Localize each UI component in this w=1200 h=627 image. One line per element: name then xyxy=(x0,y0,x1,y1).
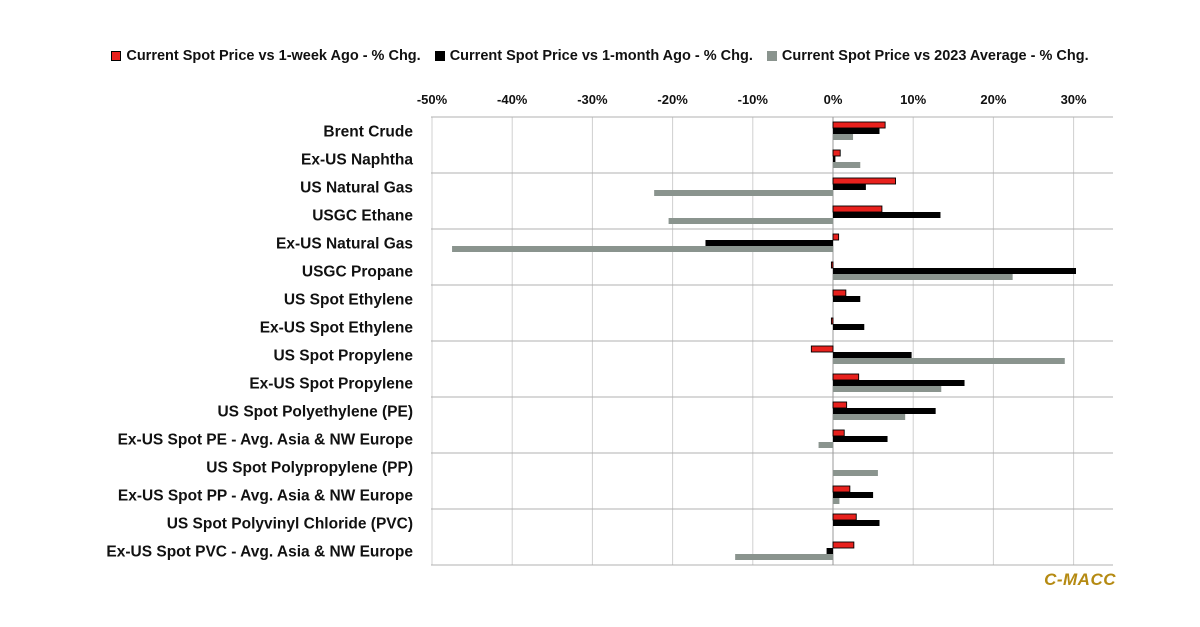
legend-label-month: Current Spot Price vs 1-month Ago - % Ch… xyxy=(449,48,753,64)
bar-month xyxy=(833,268,1077,274)
category-label: US Spot Polyvinyl Chloride (PVC) xyxy=(167,516,413,533)
bar-month xyxy=(833,156,836,162)
bar-avg xyxy=(833,358,1065,364)
bar-avg xyxy=(668,218,833,224)
watermark: C-MACC xyxy=(1044,570,1116,589)
x-tick-label: 20% xyxy=(980,92,1006,107)
category-label: Ex-US Naphtha xyxy=(301,152,413,169)
bar-week xyxy=(832,429,845,437)
x-tick-label: -50% xyxy=(417,92,448,107)
bar-avg xyxy=(833,274,1013,280)
legend-swatch-week xyxy=(111,51,122,61)
bar-avg xyxy=(833,386,942,392)
bar-week xyxy=(832,401,848,409)
bar-month xyxy=(826,548,833,554)
bar-month xyxy=(833,184,866,190)
legend-item-avg: Current Spot Price vs 2023 Average - % C… xyxy=(766,48,1089,64)
bar-week xyxy=(832,541,855,549)
bar-month xyxy=(833,436,888,442)
bar-avg xyxy=(735,554,833,560)
bar-month xyxy=(833,212,941,218)
category-label: US Natural Gas xyxy=(300,180,413,197)
category-label: US Spot Polyethylene (PE) xyxy=(217,404,413,421)
category-label: USGC Propane xyxy=(302,264,413,281)
category-label: Brent Crude xyxy=(323,124,413,141)
bar-week xyxy=(832,513,857,521)
category-label: US Spot Polypropylene (PP) xyxy=(206,460,413,477)
legend: Current Spot Price vs 1-week Ago - % Chg… xyxy=(0,48,1200,64)
tick-layer: -50% -40% -30% -20% -10% 0% 10% 20% 30% xyxy=(417,92,1087,107)
bar-week xyxy=(832,485,851,493)
bar-week xyxy=(832,373,860,381)
bar-month xyxy=(833,324,865,330)
category-label: Ex-US Spot PVC - Avg. Asia & NW Europe xyxy=(106,544,413,561)
bar-month xyxy=(833,380,965,386)
bar-month xyxy=(833,352,912,358)
bar-layer xyxy=(452,121,1077,560)
bar-avg xyxy=(833,498,840,504)
category-label: US Spot Propylene xyxy=(273,348,413,365)
x-tick-label: 30% xyxy=(1061,92,1087,107)
bar-avg xyxy=(833,470,878,476)
category-label: Ex-US Spot PP - Avg. Asia & NW Europe xyxy=(118,488,413,505)
bar-month xyxy=(833,296,861,302)
x-tick-label: -20% xyxy=(657,92,688,107)
x-tick-label: -40% xyxy=(497,92,528,107)
bar-week xyxy=(832,205,883,213)
bar-week xyxy=(832,149,841,157)
bar-month xyxy=(833,408,936,414)
x-tick-label: -10% xyxy=(738,92,769,107)
legend-swatch-month xyxy=(434,51,445,61)
legend-item-month: Current Spot Price vs 1-month Ago - % Ch… xyxy=(434,48,753,64)
bar-month xyxy=(833,492,874,498)
x-tick-label: 0% xyxy=(824,92,843,107)
category-label: USGC Ethane xyxy=(312,208,413,225)
legend-swatch-avg xyxy=(766,51,777,61)
bar-week xyxy=(810,345,834,353)
category-layer: Brent Crude Ex-US Naphtha US Natural Gas US… xyxy=(106,124,413,561)
bar-avg xyxy=(833,134,854,140)
x-tick-label: -30% xyxy=(577,92,608,107)
legend-label-week: Current Spot Price vs 1-week Ago - % Chg… xyxy=(126,48,421,64)
bar-avg xyxy=(452,246,833,252)
category-label: US Spot Ethylene xyxy=(284,292,414,309)
category-label: Ex-US Spot Ethylene xyxy=(260,320,414,337)
legend-label-avg: Current Spot Price vs 2023 Average - % C… xyxy=(781,48,1089,64)
bar-week xyxy=(832,233,840,241)
grid-layer xyxy=(431,116,1113,566)
bar-avg xyxy=(654,190,833,196)
bar-avg xyxy=(833,162,861,168)
legend-item-week: Current Spot Price vs 1-week Ago - % Chg… xyxy=(111,48,421,64)
category-label: Ex-US Natural Gas xyxy=(276,236,413,253)
x-tick-label: 10% xyxy=(900,92,926,107)
category-label: Ex-US Spot Propylene xyxy=(249,376,413,393)
bar-avg xyxy=(818,442,833,448)
bar-week xyxy=(830,317,834,325)
bar-week xyxy=(830,261,834,269)
bar-month xyxy=(705,240,833,246)
bar-week xyxy=(832,289,847,297)
bar-month xyxy=(833,520,880,526)
bar-avg xyxy=(833,414,906,420)
category-label: Ex-US Spot PE - Avg. Asia & NW Europe xyxy=(118,432,414,449)
bar-week xyxy=(832,121,886,129)
bar-month xyxy=(833,128,880,134)
bar-week xyxy=(832,177,897,185)
